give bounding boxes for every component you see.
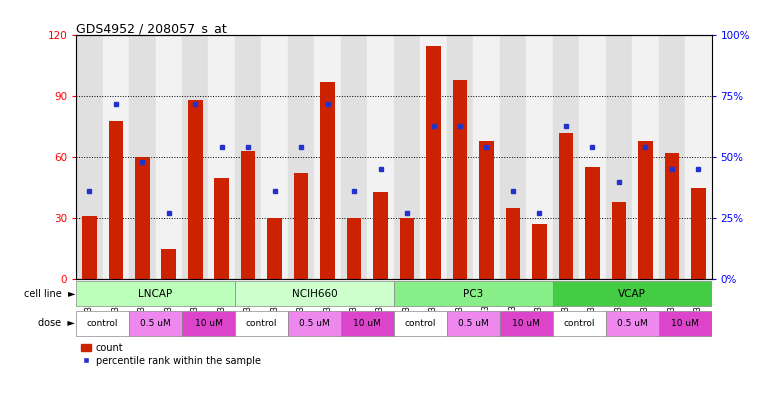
Bar: [374, 192, 388, 279]
Text: 0.5 uM: 0.5 uM: [616, 319, 648, 328]
Bar: [658, 311, 712, 336]
Text: dose  ►: dose ►: [39, 318, 75, 328]
Bar: [155, 35, 182, 279]
Bar: [368, 35, 394, 279]
Bar: [182, 311, 235, 336]
Bar: [235, 281, 394, 306]
Bar: [82, 216, 97, 279]
Bar: [685, 35, 712, 279]
Bar: [129, 311, 182, 336]
Bar: [552, 35, 579, 279]
Text: VCAP: VCAP: [618, 289, 646, 299]
Bar: [505, 208, 521, 279]
Bar: [188, 100, 202, 279]
Text: 0.5 uM: 0.5 uM: [140, 319, 171, 328]
Text: NCIH660: NCIH660: [291, 289, 337, 299]
Legend: count, percentile rank within the sample: count, percentile rank within the sample: [81, 343, 260, 366]
Bar: [473, 35, 500, 279]
Text: 10 uM: 10 uM: [671, 319, 699, 328]
Bar: [182, 35, 209, 279]
Bar: [341, 311, 394, 336]
Bar: [314, 35, 341, 279]
Text: PC3: PC3: [463, 289, 483, 299]
Bar: [447, 311, 500, 336]
Bar: [341, 35, 368, 279]
Bar: [606, 35, 632, 279]
Bar: [109, 121, 123, 279]
Bar: [658, 35, 685, 279]
Bar: [235, 311, 288, 336]
Bar: [638, 141, 653, 279]
Bar: [500, 311, 552, 336]
Bar: [585, 167, 600, 279]
Bar: [552, 311, 606, 336]
Bar: [241, 151, 256, 279]
Bar: [394, 281, 552, 306]
Bar: [288, 311, 341, 336]
Bar: [76, 311, 129, 336]
Bar: [500, 35, 526, 279]
Bar: [288, 35, 314, 279]
Text: 0.5 uM: 0.5 uM: [299, 319, 330, 328]
Bar: [235, 35, 262, 279]
Bar: [691, 187, 705, 279]
Bar: [532, 224, 546, 279]
Bar: [294, 173, 308, 279]
Text: control: control: [246, 319, 277, 328]
Bar: [526, 35, 552, 279]
Bar: [135, 157, 150, 279]
Bar: [632, 35, 658, 279]
Text: LNCAP: LNCAP: [139, 289, 173, 299]
Bar: [400, 218, 414, 279]
Text: 10 uM: 10 uM: [353, 319, 381, 328]
Bar: [612, 202, 626, 279]
Bar: [262, 35, 288, 279]
Bar: [426, 46, 441, 279]
Bar: [479, 141, 494, 279]
Text: control: control: [87, 319, 118, 328]
Bar: [76, 281, 235, 306]
Bar: [606, 311, 658, 336]
Bar: [320, 82, 335, 279]
Bar: [664, 153, 679, 279]
Bar: [76, 35, 103, 279]
Text: cell line  ►: cell line ►: [24, 289, 75, 299]
Bar: [420, 35, 447, 279]
Bar: [453, 80, 467, 279]
Text: 10 uM: 10 uM: [195, 319, 222, 328]
Text: control: control: [563, 319, 595, 328]
Bar: [129, 35, 155, 279]
Bar: [209, 35, 235, 279]
Text: 0.5 uM: 0.5 uM: [458, 319, 489, 328]
Bar: [447, 35, 473, 279]
Bar: [161, 248, 176, 279]
Bar: [347, 218, 361, 279]
Bar: [103, 35, 129, 279]
Text: control: control: [405, 319, 436, 328]
Text: GDS4952 / 208057_s_at: GDS4952 / 208057_s_at: [76, 22, 227, 35]
Bar: [579, 35, 606, 279]
Text: 10 uM: 10 uM: [512, 319, 540, 328]
Bar: [559, 133, 573, 279]
Bar: [552, 281, 712, 306]
Bar: [215, 178, 229, 279]
Bar: [267, 218, 282, 279]
Bar: [394, 311, 447, 336]
Bar: [394, 35, 420, 279]
